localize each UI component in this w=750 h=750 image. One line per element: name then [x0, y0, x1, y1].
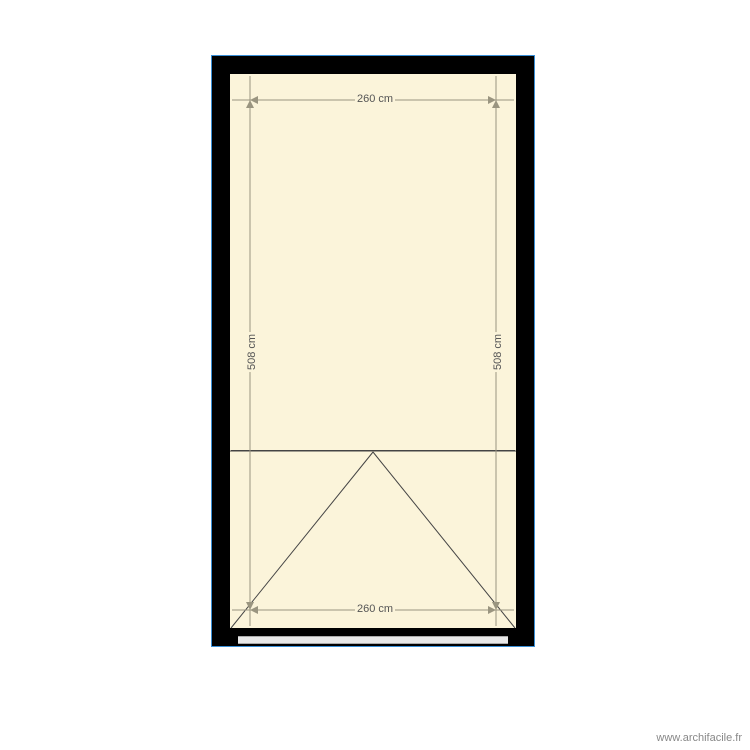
dimension-left-label: 508 cm [246, 332, 258, 372]
dimension-top-label: 260 cm [355, 93, 395, 105]
dimension-bottom-label: 260 cm [355, 603, 395, 615]
watermark: www.archifacile.fr [656, 732, 742, 744]
door-sill [238, 636, 508, 644]
dimension-right-label: 508 cm [492, 332, 504, 372]
window-element[interactable] [231, 450, 515, 628]
